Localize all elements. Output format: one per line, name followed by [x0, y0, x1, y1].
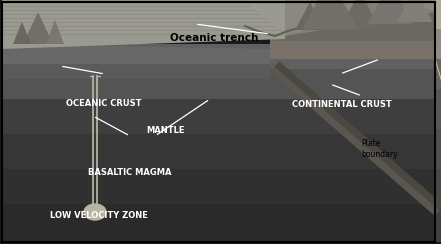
Polygon shape: [270, 41, 435, 59]
Polygon shape: [435, 89, 441, 129]
Polygon shape: [2, 0, 285, 49]
Polygon shape: [2, 59, 435, 99]
Text: CONTINENTAL CRUST: CONTINENTAL CRUST: [292, 101, 392, 109]
Polygon shape: [2, 69, 435, 99]
Text: Plate
boundary: Plate boundary: [362, 139, 398, 159]
Text: MANTLE: MANTLE: [146, 126, 185, 135]
Polygon shape: [2, 134, 435, 169]
Polygon shape: [367, 0, 412, 24]
Polygon shape: [2, 99, 435, 134]
Polygon shape: [435, 129, 441, 169]
Polygon shape: [435, 0, 441, 242]
Polygon shape: [2, 169, 435, 204]
Polygon shape: [303, 0, 358, 29]
Polygon shape: [270, 61, 441, 216]
Polygon shape: [285, 0, 435, 36]
Polygon shape: [435, 169, 441, 209]
Polygon shape: [2, 44, 270, 64]
Polygon shape: [270, 0, 435, 59]
Text: BASALTIC MAGMA: BASALTIC MAGMA: [88, 168, 172, 176]
Polygon shape: [285, 0, 435, 36]
Polygon shape: [435, 59, 441, 89]
Polygon shape: [435, 0, 441, 29]
Polygon shape: [397, 0, 433, 22]
Polygon shape: [2, 204, 435, 242]
Polygon shape: [2, 64, 270, 79]
Polygon shape: [270, 67, 440, 216]
Text: LOW VELOCITY ZONE: LOW VELOCITY ZONE: [50, 212, 148, 220]
Polygon shape: [23, 12, 53, 44]
Text: Oceanic trench: Oceanic trench: [170, 33, 258, 43]
Polygon shape: [13, 22, 31, 44]
Polygon shape: [295, 2, 325, 30]
Polygon shape: [340, 0, 380, 29]
Polygon shape: [435, 29, 441, 59]
Ellipse shape: [84, 204, 106, 220]
Polygon shape: [435, 209, 441, 242]
Polygon shape: [46, 20, 64, 44]
Text: OCEANIC CRUST: OCEANIC CRUST: [66, 99, 142, 108]
Polygon shape: [2, 44, 435, 69]
